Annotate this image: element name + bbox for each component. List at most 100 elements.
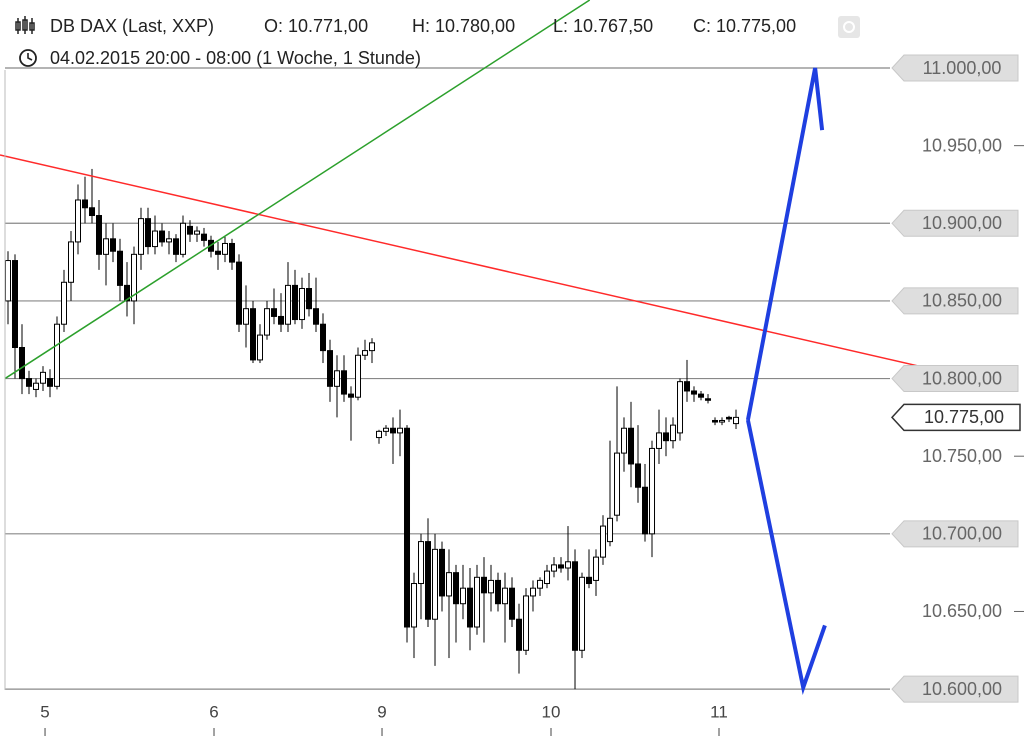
header: DB DAX (Last, XXP) O: 10.771,00 H: 10.78… [15,16,860,68]
candle-body [40,371,47,384]
candle-body [369,342,376,352]
plot-area [0,0,1001,696]
candle-body [5,260,11,302]
candle-body [439,548,446,597]
candle-body [292,284,299,321]
candle-body [306,287,313,310]
candle-body [33,382,40,390]
candle-body [635,463,642,488]
candle-body [628,427,635,465]
candle-body [719,419,726,423]
candle-body [691,390,698,395]
price-box [891,520,1019,548]
drawn-line [0,154,1001,386]
candle-body [152,230,159,248]
x-tick-label: 9 [377,702,386,721]
candle-body [334,370,341,387]
candle-body [495,579,502,605]
candle-body [264,308,271,336]
candle-body [103,238,110,255]
candle-body [530,587,537,597]
candle-body [355,354,362,398]
header-low: L: 10.767,50 [553,16,653,36]
candle-body [376,430,383,439]
candle-body [593,556,600,581]
candle-body [516,618,523,651]
candle-body [551,564,558,572]
candle-body [397,427,404,434]
candle-body [705,398,712,401]
candle-body [663,432,670,442]
candle-body [579,576,586,651]
header-high: H: 10.780,00 [412,16,515,36]
candle-body [607,517,614,543]
candle-body [467,587,474,628]
y-tick-label: 10.700,00 [922,524,1002,544]
candle-body [733,416,740,425]
price-box [891,287,1019,315]
settings-icon [843,21,855,33]
candle-body [411,583,418,628]
candle-body [572,561,579,651]
candle-body [390,427,397,434]
candle-body [215,250,222,255]
candle-body [432,548,439,620]
candle-body [684,381,691,392]
candle-body [257,334,264,361]
candle-body [383,427,390,432]
clock-hands [27,53,33,61]
candle-body [642,486,649,535]
candle-body [96,215,103,255]
x-tick-label: 6 [209,702,218,721]
candle-body [404,427,411,628]
candle-body [362,350,369,356]
settings-button[interactable] [838,16,860,38]
candle-body [187,225,194,235]
candle-body [12,260,19,349]
candle-body [26,378,33,387]
title: DB DAX (Last, XXP) [50,16,214,36]
candle-body [488,579,495,594]
candle-body [544,570,551,585]
candle-body [537,579,544,589]
candle-body [425,541,432,620]
candle-body [82,199,89,209]
candle-body [299,287,306,321]
candle-body [670,424,677,442]
candle-body [173,238,180,255]
candle-body [61,281,68,325]
candle-body [418,541,425,585]
candle-body [656,432,663,449]
drawn-line [745,67,825,421]
candle-body [481,576,488,594]
candle-body [712,419,719,423]
candle-body [222,242,229,255]
candle-body [47,378,54,387]
y-tick-label: 10.950,00 [922,135,1002,155]
candle-body [19,347,26,380]
candle-body [201,233,208,241]
candle-body [677,381,684,434]
candle-body [138,218,145,255]
candle-body [110,238,117,252]
header-close: C: 10.775,00 [693,16,796,36]
candle-body [523,595,530,651]
y-tick-label: 10.800,00 [922,368,1002,388]
x-tick-label: 11 [710,702,728,721]
price-box [891,365,1019,393]
candle-body [124,284,131,302]
candle-body [649,447,656,535]
price-box [891,209,1019,237]
header-open: O: 10.771,00 [264,16,368,36]
x-tick-label: 5 [40,702,49,721]
candle-body [194,230,201,235]
candle-body [320,323,327,352]
candle-body [614,452,621,516]
x-tick-label: 10 [542,702,561,721]
candle-body [453,572,460,605]
price-box [891,54,1019,82]
candle-body [446,572,453,597]
axes: 11.000,00 10.950,00 10.900,00 10.850,00 10.8… [4,54,1024,736]
candle-body [271,308,278,317]
